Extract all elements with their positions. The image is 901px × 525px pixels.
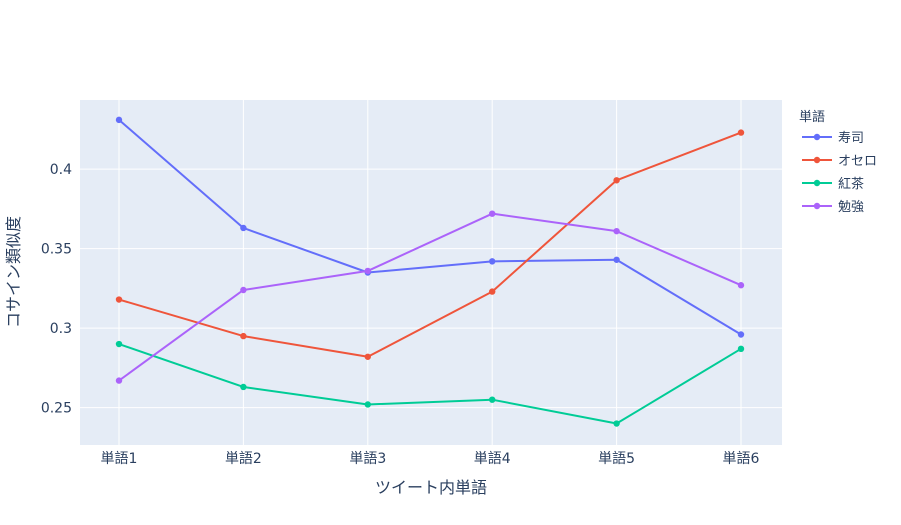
data-point bbox=[737, 331, 745, 338]
x-tick-label: 単語1 bbox=[101, 451, 138, 467]
data-point bbox=[613, 420, 620, 427]
data-point bbox=[613, 256, 620, 263]
x-tick-label: 単語2 bbox=[225, 451, 262, 467]
series-lines bbox=[115, 116, 745, 427]
data-point bbox=[240, 332, 247, 340]
data-point bbox=[489, 258, 496, 265]
legend-item[interactable]: 寿司 bbox=[802, 131, 864, 146]
plot-background bbox=[80, 100, 782, 445]
legend-marker bbox=[813, 202, 821, 210]
data-point bbox=[489, 396, 496, 403]
data-point bbox=[737, 282, 745, 289]
data-point bbox=[489, 210, 496, 217]
y-tick-label: 0.25 bbox=[41, 401, 72, 417]
y-tick-label: 0.3 bbox=[50, 321, 72, 337]
legend-label: オセロ bbox=[838, 154, 877, 169]
x-tick-label: 単語3 bbox=[349, 451, 386, 467]
legend-item[interactable]: 勉強 bbox=[802, 200, 864, 215]
x-tick-label: 単語5 bbox=[598, 451, 635, 467]
y-tick-label: 0.35 bbox=[41, 242, 72, 258]
legend-item[interactable]: 紅茶 bbox=[802, 176, 864, 192]
y-tick-label: 0.4 bbox=[50, 162, 72, 178]
data-point bbox=[364, 267, 371, 275]
data-point bbox=[240, 383, 247, 391]
axis-ticks: 単語1 単語2 単語3 単語4 単語5 単語6 0.25 0.3 0.35 0.4 bbox=[41, 162, 760, 467]
data-point bbox=[613, 227, 620, 235]
data-point bbox=[115, 296, 123, 303]
legend-marker bbox=[813, 133, 821, 141]
legend-marker bbox=[813, 156, 821, 164]
legend-label: 寿司 bbox=[838, 131, 864, 146]
series-group bbox=[115, 340, 745, 427]
data-point bbox=[240, 224, 247, 232]
data-point bbox=[489, 288, 496, 295]
data-point bbox=[115, 116, 123, 124]
data-point bbox=[613, 177, 620, 184]
x-tick-label: 単語4 bbox=[474, 451, 511, 467]
legend-marker bbox=[813, 179, 821, 187]
data-point bbox=[115, 377, 123, 384]
grid-lines bbox=[80, 100, 782, 445]
series-line bbox=[118, 343, 742, 425]
series-line bbox=[118, 131, 742, 358]
series-group bbox=[115, 129, 745, 360]
series-line bbox=[118, 119, 742, 336]
data-point bbox=[737, 345, 745, 353]
legend-label: 紅茶 bbox=[838, 176, 864, 192]
data-point bbox=[240, 286, 247, 294]
legend-label: 勉強 bbox=[838, 200, 864, 215]
legend-title: 単語 bbox=[799, 109, 825, 125]
data-point bbox=[115, 340, 123, 348]
y-axis-title: コサイン類似度 bbox=[4, 216, 23, 328]
legend-item[interactable]: オセロ bbox=[802, 154, 877, 169]
series-line bbox=[118, 212, 742, 382]
series-group bbox=[115, 116, 745, 338]
data-point bbox=[364, 401, 371, 408]
data-point bbox=[364, 353, 371, 360]
series-group bbox=[115, 210, 745, 384]
x-tick-label: 単語6 bbox=[723, 451, 760, 467]
x-axis-title: ツイート内単語 bbox=[375, 478, 487, 497]
data-point bbox=[737, 129, 745, 136]
